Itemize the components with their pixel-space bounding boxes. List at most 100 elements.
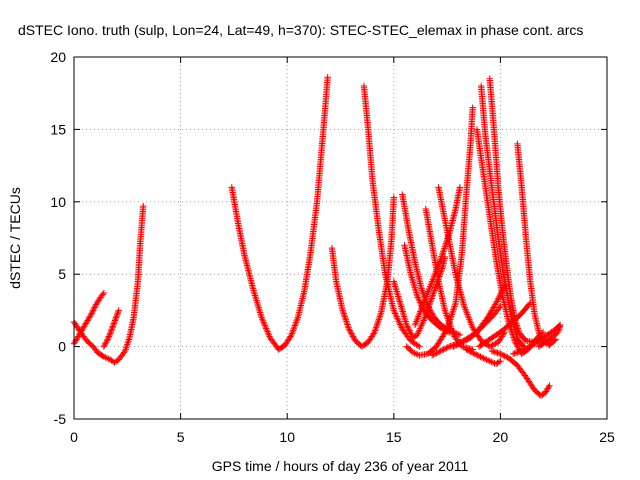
data-point <box>450 304 458 312</box>
data-point <box>411 349 418 357</box>
data-point <box>111 317 119 324</box>
data-point <box>339 308 347 316</box>
data-point <box>514 343 521 350</box>
x-tick-label: 25 <box>599 429 615 445</box>
data-point <box>474 352 481 359</box>
data-point <box>498 351 506 358</box>
data-point <box>522 345 530 352</box>
data-point <box>454 340 461 347</box>
data-point <box>290 327 297 334</box>
data-point <box>425 304 432 311</box>
data-point <box>525 301 533 308</box>
data-point <box>451 303 458 310</box>
series-arc-20 <box>475 299 534 350</box>
data-point <box>448 311 456 318</box>
data-point <box>253 299 261 306</box>
data-point <box>414 292 421 300</box>
data-point <box>513 341 521 349</box>
data-point <box>487 342 495 350</box>
data-point <box>515 328 523 336</box>
data-point <box>377 311 384 319</box>
data-point <box>496 293 503 301</box>
x-axis-label: GPS time / hours of day 236 of year 2011 <box>212 458 469 474</box>
data-point <box>90 305 98 313</box>
data-point <box>483 356 490 363</box>
data-point <box>457 339 464 346</box>
data-point <box>427 296 435 304</box>
data-point <box>347 328 354 336</box>
data-point <box>449 308 457 315</box>
data-point <box>259 317 267 324</box>
data-point <box>348 330 355 337</box>
data-point <box>448 312 455 320</box>
plot-frame <box>73 56 608 420</box>
data-point <box>100 289 108 297</box>
data-point <box>107 328 114 336</box>
data-point <box>461 336 469 344</box>
data-point <box>471 350 479 358</box>
data-point <box>392 310 399 317</box>
data-point <box>438 347 446 354</box>
data-point <box>493 298 501 305</box>
x-tick-label: 5 <box>177 429 185 445</box>
data-point <box>250 288 258 296</box>
data-point <box>114 310 121 317</box>
data-point <box>124 339 132 346</box>
data-point <box>418 285 425 292</box>
data-point <box>440 248 447 255</box>
data-point <box>264 330 272 337</box>
data-point <box>521 346 528 353</box>
data-point <box>438 254 445 262</box>
data-point <box>416 343 423 350</box>
data-point <box>103 354 111 362</box>
data-point <box>393 313 400 320</box>
data-point <box>105 334 112 342</box>
data-point <box>262 323 269 331</box>
data-point <box>456 331 464 339</box>
data-point <box>527 299 534 307</box>
data-point <box>514 325 522 332</box>
data-point <box>502 353 510 360</box>
data-point <box>404 323 411 330</box>
data-point <box>256 309 264 316</box>
data-point <box>495 295 502 302</box>
data-point <box>254 302 262 309</box>
data-point <box>436 348 443 355</box>
data-point <box>255 305 263 313</box>
series-arc-18 <box>514 140 560 349</box>
data-point <box>431 285 439 293</box>
data-point <box>373 322 380 330</box>
data-point <box>390 307 397 314</box>
series-arc-0 <box>70 202 147 366</box>
data-point <box>433 349 440 357</box>
data-point <box>416 325 424 332</box>
data-point <box>112 315 119 323</box>
data-point <box>292 319 300 326</box>
data-point <box>395 318 402 325</box>
data-point <box>450 306 457 313</box>
data-point <box>429 311 436 318</box>
data-point <box>438 253 445 260</box>
data-point <box>451 301 459 308</box>
data-point <box>341 313 348 320</box>
data-point <box>259 315 266 323</box>
data-point <box>437 324 444 331</box>
data-point <box>467 348 474 355</box>
data-point <box>500 352 507 359</box>
data-point <box>375 317 382 325</box>
data-point <box>257 311 264 318</box>
data-point <box>255 304 262 311</box>
data-point <box>91 304 98 311</box>
data-point <box>439 251 446 259</box>
data-point <box>342 316 350 324</box>
data-point <box>102 354 109 361</box>
y-tick-label: 15 <box>50 121 66 137</box>
data-point <box>89 308 96 316</box>
data-point <box>480 354 487 362</box>
data-point <box>514 323 521 331</box>
data-point <box>438 325 446 332</box>
data-point <box>123 342 130 350</box>
data-point <box>418 287 426 294</box>
data-point <box>294 316 301 323</box>
data-point <box>372 325 379 333</box>
